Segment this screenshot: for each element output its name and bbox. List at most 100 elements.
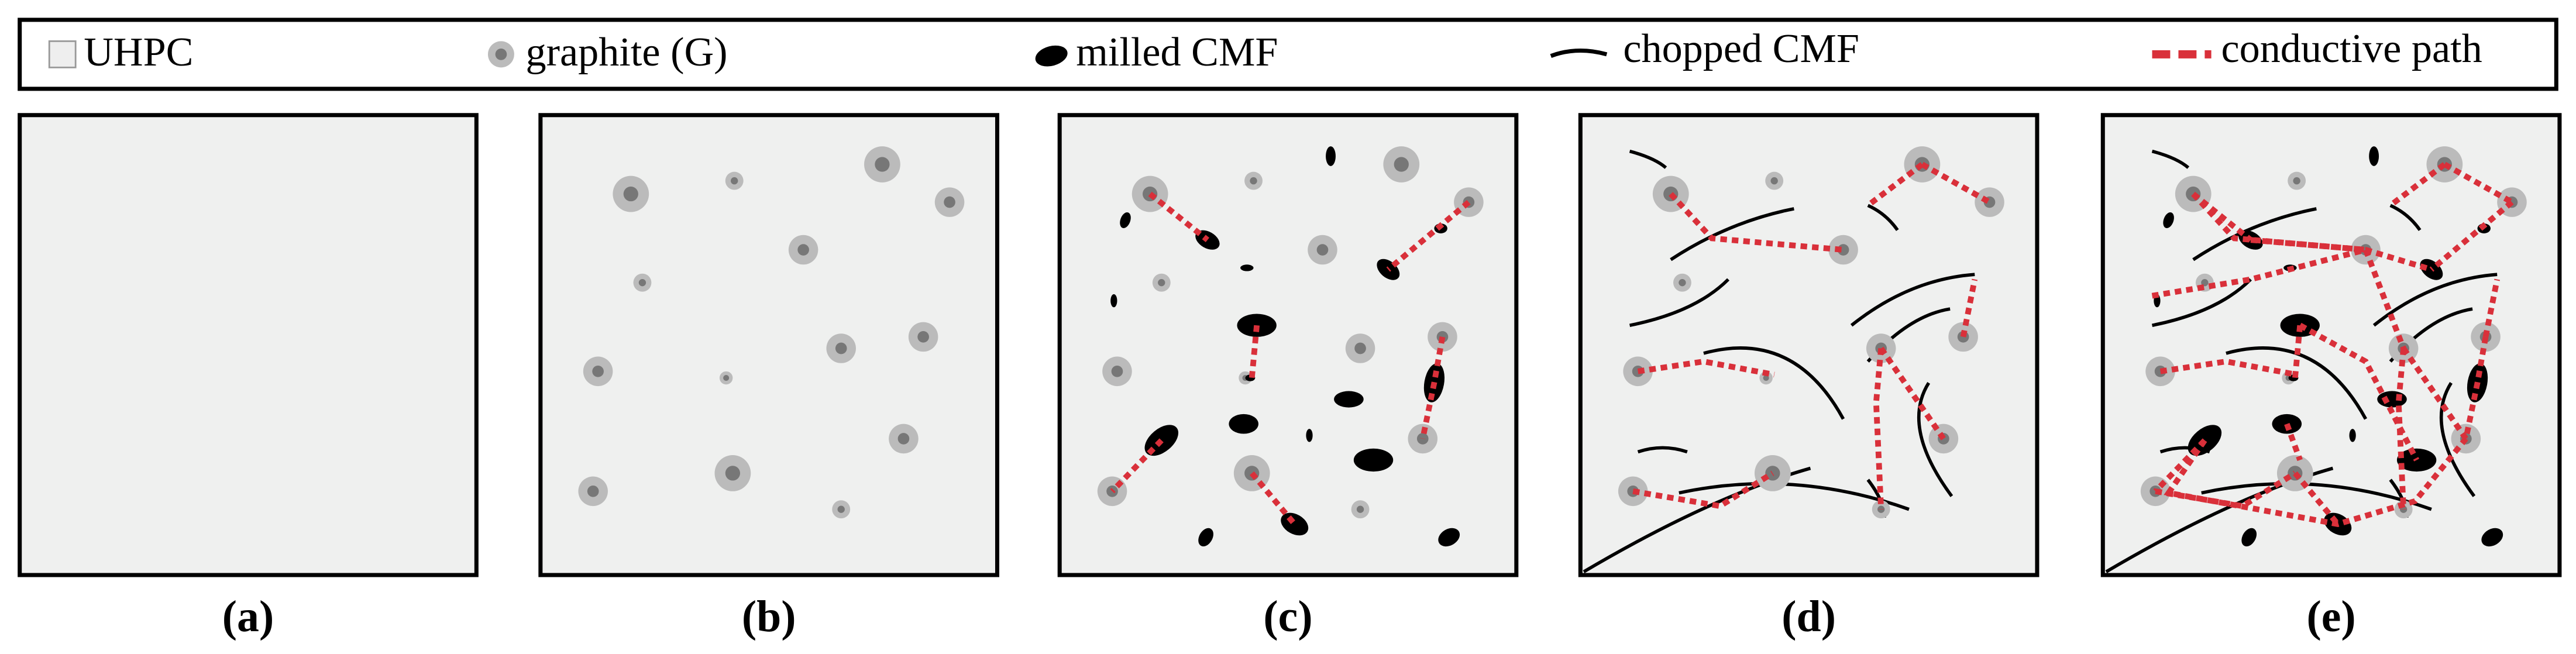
milled-fiber	[1353, 448, 1394, 472]
graphite-core	[837, 505, 845, 513]
conductive-path	[2429, 199, 2514, 272]
graphite-core	[1394, 157, 1409, 172]
conductive-path	[1110, 438, 1164, 494]
panel-label: (c)	[1263, 592, 1312, 641]
graphite-core	[725, 466, 741, 481]
panel-label: (e)	[2307, 592, 2356, 641]
milled-fiber	[1240, 264, 1254, 271]
milled-fiber	[1306, 429, 1313, 442]
chopped-fiber	[1629, 149, 1667, 169]
conductive-path	[1419, 336, 1446, 439]
milled-icon	[1035, 45, 1068, 67]
chopped-fiber	[2389, 204, 2422, 231]
legend-label: milled CMF	[1076, 29, 1278, 75]
milled-fiber	[1229, 414, 1258, 434]
conductive-path	[1669, 192, 1844, 253]
chopped-fiber	[1637, 446, 1688, 454]
milled-fiber	[1438, 528, 1460, 547]
graphite-core	[1877, 505, 1885, 513]
graphite-core	[1316, 244, 1329, 256]
milled-fiber	[2377, 391, 2407, 408]
chopped-fiber	[1703, 346, 1845, 420]
graphite-core	[1356, 505, 1364, 513]
conductive-path	[2362, 249, 2406, 350]
milled-fiber	[1237, 314, 1277, 337]
panel-label: (b)	[742, 592, 796, 641]
conductive-path	[2191, 191, 2253, 243]
panel	[538, 113, 999, 577]
graphite-core	[797, 244, 809, 256]
milled-fiber	[1120, 212, 1131, 228]
conductive-path	[2284, 422, 2303, 462]
graphite-core	[875, 157, 890, 172]
milled-fiber	[2349, 429, 2356, 442]
legend-label: graphite (G)	[526, 29, 728, 75]
graphite-core	[2293, 177, 2300, 185]
graphite-core	[1106, 485, 1118, 497]
graphite-core	[917, 331, 929, 343]
graphite-core	[1763, 374, 1769, 381]
chopped-fiber	[2226, 346, 2368, 420]
graphite-core	[835, 342, 847, 354]
chopped-fiber	[2151, 149, 2190, 169]
panel	[2100, 113, 2562, 577]
graphite-core	[1111, 365, 1123, 377]
legend-label: chopped CMF	[1623, 26, 1859, 71]
conductive-path	[2155, 470, 2297, 510]
legend-label: conductive path	[2221, 26, 2482, 71]
conductive-path	[1960, 278, 1978, 338]
graphite-core	[1770, 177, 1778, 185]
conductive-path	[2298, 322, 2419, 462]
conductive-path	[2482, 278, 2501, 338]
graphite-icon-core	[495, 49, 507, 60]
chopped-fiber	[2151, 278, 2252, 327]
graphite-core	[1679, 279, 1686, 287]
conductive-path	[1148, 191, 1209, 243]
graphite-core	[731, 177, 738, 185]
milled-fiber	[1110, 294, 1117, 308]
conductive-path	[1920, 161, 1991, 205]
milled-fiber	[1334, 391, 1364, 408]
graphite-core	[944, 196, 955, 208]
chopped-fiber	[1629, 278, 1730, 327]
graphite-core	[592, 365, 604, 377]
conductive-path	[2164, 436, 2468, 528]
conductive-path	[1632, 470, 1774, 510]
graphite-core	[897, 433, 910, 445]
milled-fiber	[2396, 448, 2437, 472]
graphite-core	[1250, 177, 1257, 185]
panels: (a) (b) (c) (d) (e)	[18, 113, 2562, 641]
uhpc-icon	[48, 40, 77, 68]
graphite-core	[723, 374, 730, 381]
legend-box	[18, 18, 2558, 91]
chopped-fiber	[2439, 381, 2476, 497]
panel	[18, 113, 479, 577]
conductive-path	[2292, 325, 2303, 378]
graphite-core	[1354, 342, 1366, 354]
milled-fiber	[1198, 528, 1213, 547]
graphite-core	[638, 279, 646, 287]
milled-fiber	[1326, 146, 1336, 166]
panel-label: (d)	[1781, 592, 1836, 641]
conductive-path	[1249, 325, 1260, 378]
conductive-path	[2443, 161, 2513, 205]
panel	[1057, 113, 1519, 577]
conductive-path	[2191, 192, 2366, 253]
chopped-fiber	[1917, 381, 1954, 497]
chopped-fiber	[1850, 273, 1975, 327]
chopped-fiber	[1670, 207, 1794, 261]
chopped-fiber	[2192, 207, 2317, 261]
conductive-path	[2463, 336, 2489, 439]
graphite-core	[623, 186, 638, 202]
milled-fiber	[2369, 146, 2379, 166]
panel-label: (a)	[222, 592, 274, 641]
panel	[1578, 113, 2040, 577]
chopped-fiber	[2372, 273, 2498, 327]
chopped-fiber	[1867, 204, 1899, 231]
chopped-icon	[1550, 49, 1608, 58]
graphite-core	[1158, 279, 1165, 287]
conductive-path	[1386, 199, 1471, 272]
graphite-core	[587, 485, 599, 497]
